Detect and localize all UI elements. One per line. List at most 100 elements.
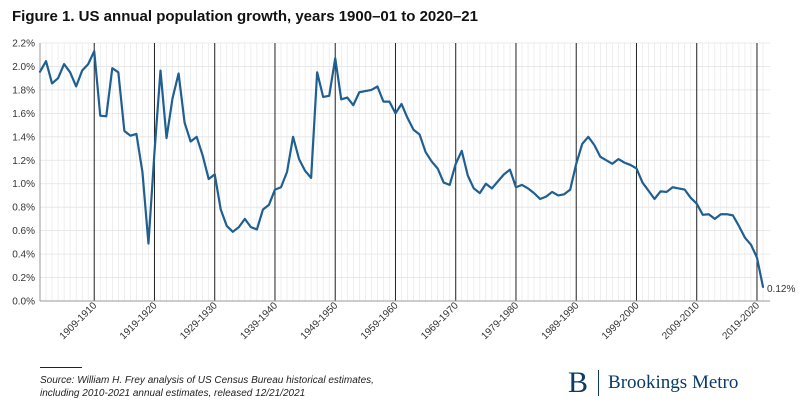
data-point: [424, 151, 426, 153]
data-point: [57, 77, 59, 79]
data-point: [394, 112, 396, 114]
data-point: [105, 115, 107, 117]
x-tick-label: 1969-1970: [419, 300, 461, 342]
data-point: [750, 244, 752, 246]
data-point: [286, 171, 288, 173]
data-point: [364, 90, 366, 92]
data-point: [177, 72, 179, 74]
data-point: [455, 163, 457, 165]
data-point: [720, 213, 722, 215]
brookings-logo: B Brookings Metro: [568, 366, 738, 400]
data-point: [201, 154, 203, 156]
source-rule: [40, 367, 82, 368]
line-chart: 0.0% 0.2% 0.4% 0.6% 0.8% 1.0% 1.2% 1.4% 1.6% 1.8%…: [12, 39, 795, 342]
data-point: [527, 187, 529, 189]
data-point: [183, 122, 185, 124]
data-point: [473, 187, 475, 189]
data-point: [268, 204, 270, 206]
source-note: Source: William H. Frey analysis of US C…: [40, 375, 374, 399]
data-point: [623, 161, 625, 163]
data-point: [732, 214, 734, 216]
logo-divider: [598, 370, 600, 396]
logo-mark: B: [568, 366, 589, 399]
data-point: [738, 225, 740, 227]
data-point: [400, 103, 402, 105]
chart-title: Figure 1. US annual population growth, y…: [12, 8, 478, 25]
data-point: [726, 213, 728, 215]
data-point: [292, 136, 294, 138]
data-point: [298, 158, 300, 160]
data-point: [696, 202, 698, 204]
data-point: [328, 95, 330, 97]
x-tick-label: 1959-1960: [359, 300, 401, 342]
data-point: [665, 191, 667, 193]
data-point: [521, 184, 523, 186]
x-tick-label: 1919-1920: [118, 300, 160, 342]
y-tick-label: 2.2%: [12, 39, 35, 50]
data-point: [744, 236, 746, 238]
data-point: [51, 82, 53, 84]
data-point: [334, 57, 336, 59]
data-point: [69, 71, 71, 73]
x-tick-label: 1929-1930: [178, 300, 220, 342]
x-axis: 1909-1910 1919-1920 1929-1930 1939-1940 1949…: [40, 300, 770, 342]
x-tick-label: 2009-2010: [660, 300, 702, 342]
data-point: [81, 69, 83, 71]
data-point: [39, 71, 41, 73]
data-point: [244, 218, 246, 220]
data-point: [159, 69, 161, 71]
data-point: [195, 136, 197, 138]
data-point: [467, 174, 469, 176]
data-point: [641, 181, 643, 183]
y-tick-label: 0.2%: [12, 273, 35, 284]
data-point: [382, 100, 384, 102]
data-point: [406, 117, 408, 119]
data-point: [593, 144, 595, 146]
data-point: [647, 190, 649, 192]
x-tick-label: 1939-1940: [238, 300, 280, 342]
data-point: [412, 129, 414, 131]
data-point: [702, 214, 704, 216]
data-point: [129, 134, 131, 136]
y-tick-label: 0.0%: [12, 297, 35, 308]
data-point: [135, 133, 137, 135]
data-point: [171, 97, 173, 99]
data-point: [515, 186, 517, 188]
y-tick-label: 0.8%: [12, 203, 35, 214]
data-point: [63, 63, 65, 65]
data-point: [153, 151, 155, 153]
data-point: [569, 188, 571, 190]
data-point: [147, 242, 149, 244]
data-point: [376, 85, 378, 87]
data-point: [250, 226, 252, 228]
data-point: [653, 198, 655, 200]
data-point: [352, 104, 354, 106]
data-point: [617, 158, 619, 160]
data-point: [491, 187, 493, 189]
data-point: [274, 188, 276, 190]
data-point: [430, 160, 432, 162]
data-point: [111, 67, 113, 69]
data-point: [370, 89, 372, 91]
data-point: [304, 170, 306, 172]
series-line: [38, 50, 765, 289]
y-tick-label: 0.4%: [12, 250, 35, 261]
data-point: [262, 208, 264, 210]
data-point: [322, 96, 324, 98]
data-point: [75, 85, 77, 87]
data-point: [605, 159, 607, 161]
y-tick-label: 1.4%: [12, 132, 35, 143]
data-point: [310, 177, 312, 179]
x-tick-label: 2019-2020: [720, 300, 762, 342]
data-point: [690, 197, 692, 199]
x-tick-label: 1909-1910: [58, 300, 100, 342]
data-point: [714, 218, 716, 220]
data-point: [677, 187, 679, 189]
data-point: [659, 190, 661, 192]
data-point: [165, 137, 167, 139]
data-point: [479, 192, 481, 194]
data-point: [189, 140, 191, 142]
data-point: [87, 63, 89, 65]
data-point: [509, 168, 511, 170]
data-point: [99, 115, 101, 117]
